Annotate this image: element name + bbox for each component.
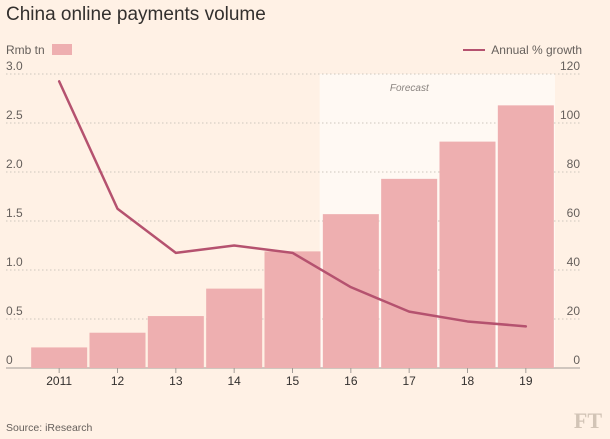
x-tick-label: 2011	[46, 374, 72, 388]
y-left-tick-label: 1.0	[6, 255, 23, 269]
x-tick-label: 19	[519, 374, 533, 388]
x-tick-label: 12	[111, 374, 125, 388]
y-right-tick-label: 0	[573, 353, 580, 367]
y-left-tick-label: 1.5	[6, 206, 23, 220]
chart-title: China online payments volume	[6, 4, 266, 25]
bar	[322, 214, 379, 368]
bar	[89, 332, 146, 368]
bar	[497, 105, 554, 369]
legend-line-label: Annual % growth	[491, 43, 582, 57]
legend-line-swatch	[463, 49, 486, 51]
y-right-tick-label: 60	[567, 206, 581, 220]
y-right-tick-label: 100	[560, 108, 580, 122]
x-tick-label: 17	[402, 374, 416, 388]
y-right-tick-label: 40	[567, 255, 581, 269]
y-left-tick-label: 3.0	[6, 59, 23, 73]
y-right-tick-label: 80	[567, 157, 581, 171]
bar	[206, 288, 263, 368]
legend-bar-swatch	[52, 44, 72, 55]
bar	[439, 141, 496, 368]
x-tick-label: 18	[461, 374, 475, 388]
y-left-tick-label: 0.5	[6, 304, 23, 318]
y-left-tick-label: 2.0	[6, 157, 23, 171]
legend-line: Annual % growth	[463, 43, 582, 57]
x-tick-label: 14	[227, 374, 241, 388]
source-note: Source: iResearch	[6, 422, 93, 434]
y-left-tick-label: 0	[6, 353, 13, 367]
y-left-axis-title: Rmb tn	[6, 43, 45, 57]
bar	[264, 251, 321, 368]
forecast-label: Forecast	[390, 83, 430, 94]
bar	[147, 316, 204, 368]
bar	[381, 178, 438, 368]
x-tick-label: 15	[286, 374, 300, 388]
bar	[31, 347, 88, 368]
ft-logo: FT	[573, 408, 602, 433]
x-tick-label: 13	[169, 374, 183, 388]
y-left-tick-label: 2.5	[6, 108, 23, 122]
y-right-tick-label: 120	[560, 59, 580, 73]
x-tick-label: 16	[344, 374, 358, 388]
y-right-tick-label: 20	[567, 304, 581, 318]
